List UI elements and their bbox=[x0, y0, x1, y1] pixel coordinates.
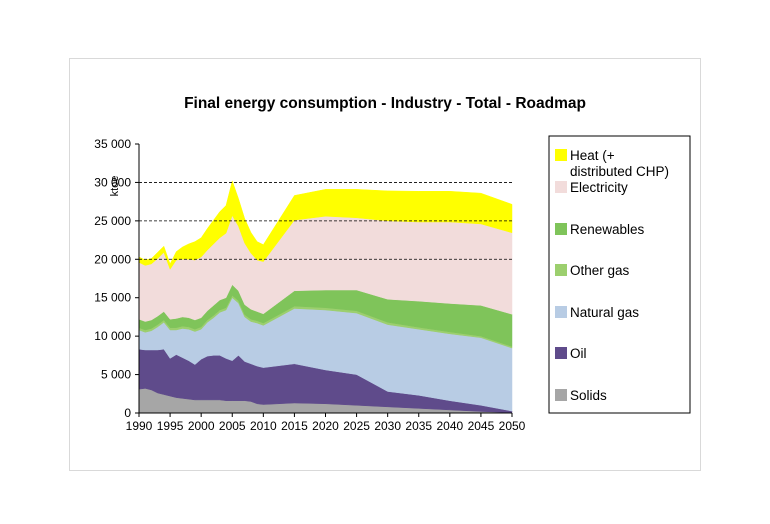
legend-label-natural-gas: Natural gas bbox=[570, 305, 639, 320]
x-tick-label: 2005 bbox=[219, 419, 246, 433]
y-tick-label: 20 000 bbox=[94, 252, 131, 266]
x-tick-label: 2020 bbox=[312, 419, 339, 433]
legend-swatch-heat-distributed-chp bbox=[555, 149, 567, 161]
legend-swatch-solids bbox=[555, 389, 567, 401]
legend-swatch-natural-gas bbox=[555, 306, 567, 318]
legend-label-oil: Oil bbox=[570, 346, 587, 361]
legend-label-electricity: Electricity bbox=[570, 180, 628, 195]
y-tick-label: 5 000 bbox=[101, 368, 131, 382]
legend-swatch-electricity bbox=[555, 181, 567, 193]
chart-frame bbox=[69, 58, 701, 471]
legend-swatch-other-gas bbox=[555, 264, 567, 276]
y-tick-label: 25 000 bbox=[94, 214, 131, 228]
x-tick-label: 2040 bbox=[436, 419, 463, 433]
x-tick-label: 2030 bbox=[374, 419, 401, 433]
x-tick-label: 2045 bbox=[468, 419, 495, 433]
y-tick-label: 0 bbox=[124, 406, 131, 420]
legend-label-solids: Solids bbox=[570, 388, 607, 403]
y-tick-label: 35 000 bbox=[94, 137, 131, 151]
x-tick-label: 2015 bbox=[281, 419, 308, 433]
legend-label-renewables: Renewables bbox=[570, 222, 645, 237]
x-tick-label: 2000 bbox=[188, 419, 215, 433]
legend-swatch-oil bbox=[555, 347, 567, 359]
y-tick-label: 15 000 bbox=[94, 291, 131, 305]
x-tick-label: 1995 bbox=[157, 419, 184, 433]
y-axis-label: ktoe bbox=[109, 176, 121, 197]
x-tick-label: 1990 bbox=[126, 419, 153, 433]
y-tick-label: 30 000 bbox=[94, 175, 131, 189]
area-heat-distributed-chp bbox=[138, 180, 513, 270]
x-tick-label: 2050 bbox=[499, 419, 526, 433]
chart-title: Final energy consumption - Industry - To… bbox=[184, 95, 586, 112]
x-tick-label: 2010 bbox=[250, 419, 277, 433]
legend-label-heat-distributed-chp: Heat (+ distributed CHP) bbox=[570, 148, 669, 179]
x-tick-label: 2025 bbox=[343, 419, 370, 433]
legend-swatch-renewables bbox=[555, 223, 567, 235]
y-tick-label: 10 000 bbox=[94, 329, 131, 343]
x-tick-label: 2035 bbox=[405, 419, 432, 433]
legend-label-other-gas: Other gas bbox=[570, 263, 630, 278]
legend-box bbox=[548, 135, 691, 414]
